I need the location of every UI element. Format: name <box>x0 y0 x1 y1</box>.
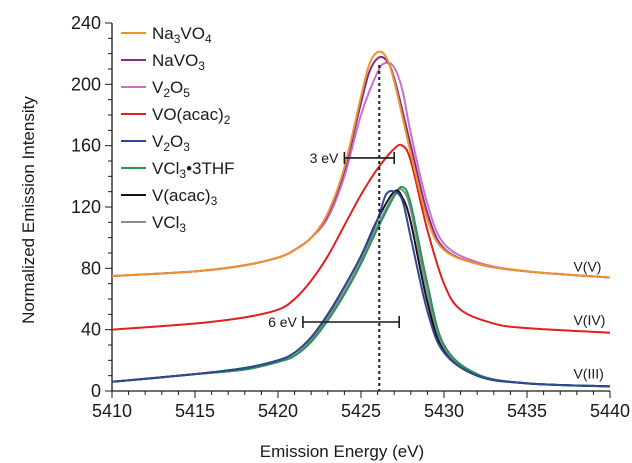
x-tick-label: 5410 <box>92 401 132 421</box>
y-tick-label: 160 <box>71 136 101 156</box>
y-tick-label: 0 <box>91 381 101 401</box>
range-label: 6 eV <box>268 314 297 330</box>
series-line-6 <box>111 185 611 388</box>
oxidation-state-label: V(III) <box>573 366 603 382</box>
y-tick-label: 240 <box>71 13 101 33</box>
legend-label: Na3VO4 <box>152 24 212 46</box>
x-tick-label: 5435 <box>507 401 547 421</box>
legend-label: NaVO3 <box>152 51 205 73</box>
legend-label: VO(acac)2 <box>152 105 231 127</box>
series-line-4 <box>111 143 611 334</box>
oxidation-state-label: V(IV) <box>573 312 605 328</box>
series-line-5 <box>111 189 611 388</box>
legend-label: VCl3 <box>152 213 186 235</box>
x-tick-label: 5420 <box>258 401 298 421</box>
x-axis-title: Emission Energy (eV) <box>260 442 424 461</box>
legend-label: V(acac)3 <box>152 186 218 208</box>
legend-label: V2O5 <box>152 78 190 100</box>
series-line-7 <box>111 189 611 388</box>
legend-label: V2O3 <box>152 132 190 154</box>
y-tick-label: 40 <box>81 320 101 340</box>
axes: 5410 5415 5420 5425 5430 5435 5440 0 40 80 120 160 2… <box>71 13 630 421</box>
x-tick-label: 5415 <box>175 401 215 421</box>
series-line-1 <box>111 50 611 279</box>
x-tick-label: 5425 <box>341 401 381 421</box>
y-tick-label: 200 <box>71 74 101 94</box>
x-tick-label: 5440 <box>590 401 630 421</box>
annotations: V(V) V(IV) V(III) 3 eV 6 eV <box>268 65 605 391</box>
y-axis-title: Normalized Emission Intensity <box>19 96 38 324</box>
series-line-8 <box>111 187 611 388</box>
legend-label: VCl3•3THF <box>152 159 235 181</box>
range-label: 3 eV <box>310 150 339 166</box>
series-lines <box>111 50 611 388</box>
y-tick-label: 120 <box>71 197 101 217</box>
x-tick-label: 5430 <box>424 401 464 421</box>
y-tick-label: 80 <box>81 258 101 278</box>
legend: Na3VO4 NaVO3 V2O5 VO(acac)2 V2O3 VCl3•3THF V(a… <box>121 24 235 235</box>
oxidation-state-label: V(V) <box>573 258 601 274</box>
